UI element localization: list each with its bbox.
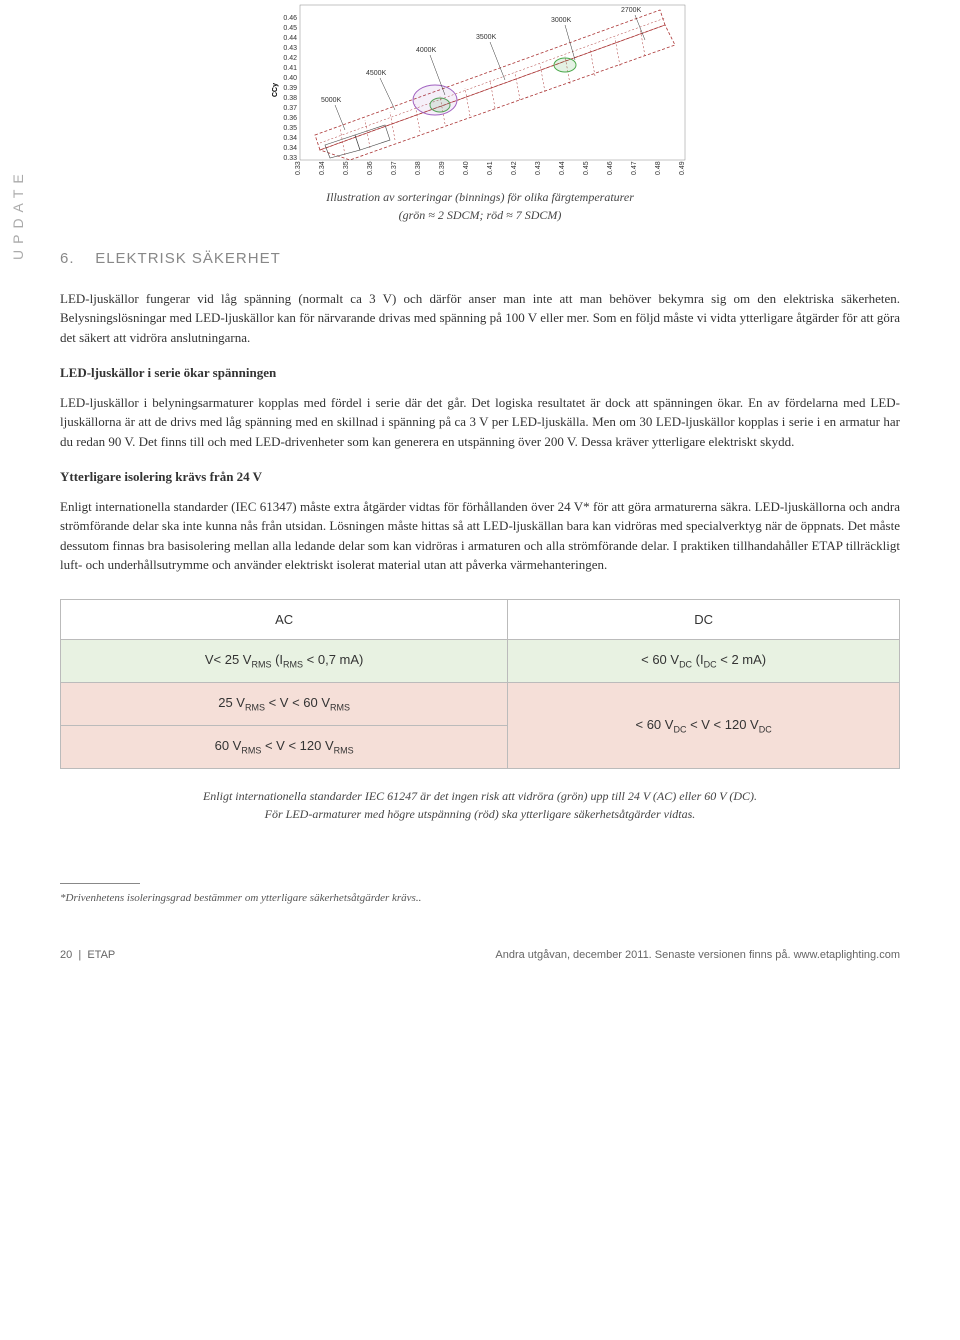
svg-text:0.38: 0.38 [415, 161, 422, 175]
svg-text:4500K: 4500K [366, 70, 387, 77]
svg-text:0.36: 0.36 [367, 161, 374, 175]
svg-text:0.35: 0.35 [283, 125, 297, 132]
svg-text:3000K: 3000K [551, 17, 572, 24]
svg-text:CCy: CCy [272, 83, 279, 97]
svg-text:0.44: 0.44 [559, 161, 566, 175]
svg-text:0.42: 0.42 [511, 161, 518, 175]
svg-text:0.41: 0.41 [283, 65, 297, 72]
svg-text:0.44: 0.44 [283, 35, 297, 42]
svg-text:0.49: 0.49 [679, 161, 686, 175]
svg-text:0.40: 0.40 [463, 161, 470, 175]
cell-ac-red1: 25 VRMS < V < 60 VRMS [61, 683, 508, 726]
svg-text:0.37: 0.37 [391, 161, 398, 175]
svg-text:0.43: 0.43 [283, 45, 297, 52]
subheading-2: Ytterligare isolering krävs från 24 V [60, 467, 900, 487]
chart-caption: Illustration av sorteringar (binnings) f… [0, 188, 960, 224]
svg-text:0.40: 0.40 [283, 75, 297, 82]
paragraph-2: LED-ljuskällor i belyningsarmaturer kopp… [60, 393, 900, 452]
svg-text:0.36: 0.36 [283, 115, 297, 122]
subheading-1: LED-ljuskällor i serie ökar spänningen [60, 363, 900, 383]
svg-text:3500K: 3500K [476, 34, 497, 41]
footnote: *Drivenhetens isoleringsgrad bestämmer o… [60, 890, 900, 907]
svg-text:0.47: 0.47 [631, 161, 638, 175]
svg-text:0.41: 0.41 [487, 161, 494, 175]
svg-text:0.35: 0.35 [343, 161, 350, 175]
svg-text:0.42: 0.42 [283, 55, 297, 62]
header-ac: AC [61, 599, 508, 640]
svg-text:0.43: 0.43 [535, 161, 542, 175]
cell-ac-green: V< 25 VRMS (IRMS < 0,7 mA) [61, 640, 508, 683]
svg-text:0.33: 0.33 [295, 161, 302, 175]
svg-text:4000K: 4000K [416, 47, 437, 54]
cell-dc-red: < 60 VDC < V < 120 VDC [508, 683, 900, 769]
svg-text:5000K: 5000K [321, 97, 342, 104]
svg-text:0.37: 0.37 [283, 105, 297, 112]
page-footer: 20 | ETAP Andra utgåvan, december 2011. … [0, 947, 960, 964]
header-dc: DC [508, 599, 900, 640]
svg-text:0.33: 0.33 [283, 155, 297, 162]
table-caption-line1: Enligt internationella standarder IEC 61… [203, 789, 757, 803]
svg-text:2700K: 2700K [621, 7, 642, 14]
svg-text:0.46: 0.46 [607, 161, 614, 175]
svg-text:0.39: 0.39 [283, 85, 297, 92]
svg-text:0.34: 0.34 [319, 161, 326, 175]
table-row: 25 VRMS < V < 60 VRMS < 60 VDC < V < 120… [61, 683, 900, 726]
footer-right: Andra utgåvan, december 2011. Senaste ve… [495, 947, 900, 964]
svg-text:0.39: 0.39 [439, 161, 446, 175]
footer-left: 20 | ETAP [60, 947, 115, 964]
svg-text:0.38: 0.38 [283, 95, 297, 102]
voltage-table: AC DC V< 25 VRMS (IRMS < 0,7 mA) < 60 VD… [60, 599, 900, 770]
sidebar-update-label: UPDATE [8, 168, 29, 260]
paragraph-3: Enligt internationella standarder (IEC 6… [60, 497, 900, 575]
section-number: 6. [60, 250, 75, 267]
table-header-row: AC DC [61, 599, 900, 640]
footnote-rule [60, 883, 140, 884]
svg-text:0.34: 0.34 [283, 135, 297, 142]
section-heading: 6. ELEKTRISK SÄKERHET [60, 248, 900, 271]
page-number: 20 [60, 949, 72, 961]
cell-dc-green: < 60 VDC (IDC < 2 mA) [508, 640, 900, 683]
caption-line1: Illustration av sorteringar (binnings) f… [326, 190, 634, 204]
footer-brand: ETAP [87, 949, 115, 961]
binning-chart: 0.33 0.34 0.34 0.35 0.36 0.37 0.38 0.39 0.40 0… [265, 0, 695, 180]
caption-line2: (grön ≈ 2 SDCM; röd ≈ 7 SDCM) [399, 208, 562, 222]
svg-text:0.46: 0.46 [283, 15, 297, 22]
table-caption: Enligt internationella standarder IEC 61… [60, 787, 900, 823]
main-content: 6. ELEKTRISK SÄKERHET LED-ljuskällor fun… [0, 248, 960, 907]
svg-text:0.45: 0.45 [283, 25, 297, 32]
cell-ac-red2: 60 VRMS < V < 120 VRMS [61, 726, 508, 769]
svg-text:0.34: 0.34 [283, 145, 297, 152]
svg-text:0.48: 0.48 [655, 161, 662, 175]
paragraph-1: LED-ljuskällor fungerar vid låg spänning… [60, 289, 900, 348]
table-caption-line2: För LED-armaturer med högre utspänning (… [265, 807, 696, 821]
section-title: ELEKTRISK SÄKERHET [95, 250, 281, 267]
table-row: V< 25 VRMS (IRMS < 0,7 mA) < 60 VDC (IDC… [61, 640, 900, 683]
svg-text:0.45: 0.45 [583, 161, 590, 175]
